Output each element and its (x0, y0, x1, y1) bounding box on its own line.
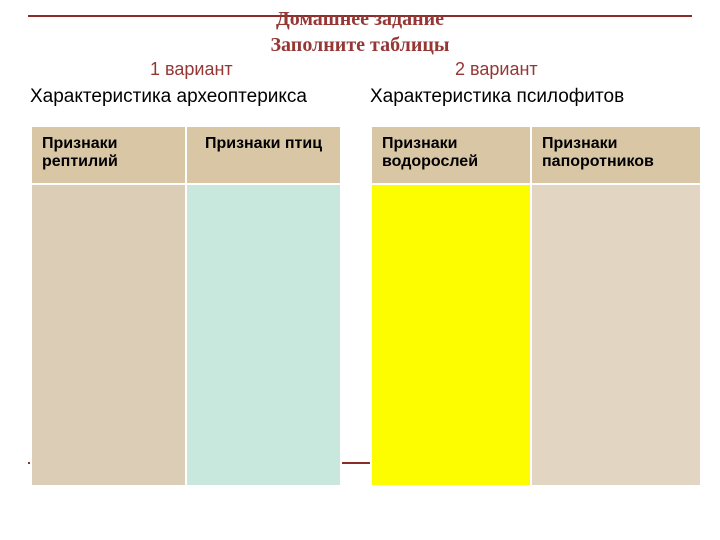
variant-2-label: 2 вариант (455, 59, 538, 80)
variant-1-label: 1 вариант (150, 59, 233, 80)
col-header-reptiles: Признаки рептилий (31, 126, 186, 184)
title-block: Домашнее задание Заполните таблицы (0, 6, 720, 58)
col-header-birds: Признаки птиц (186, 126, 341, 184)
table-row (371, 184, 701, 486)
cell-ferns (531, 184, 701, 486)
subtitle-2: Характеристика псилофитов (370, 86, 624, 108)
subtitle-1: Характеристика археоптерикса (30, 86, 307, 108)
title-line-1: Домашнее задание (0, 6, 720, 32)
table-archaeopteryx: Признаки рептилий Признаки птиц (30, 125, 342, 487)
title-line-2: Заполните таблицы (0, 32, 720, 58)
cell-algae (371, 184, 531, 486)
col-header-ferns: Признаки папоротников (531, 126, 701, 184)
table-psilophytes: Признаки водорослей Признаки папоротнико… (370, 125, 702, 487)
table-row: Признаки водорослей Признаки папоротнико… (371, 126, 701, 184)
col-header-algae: Признаки водорослей (371, 126, 531, 184)
table-row: Признаки рептилий Признаки птиц (31, 126, 341, 184)
cell-reptiles (31, 184, 186, 486)
cell-birds (186, 184, 341, 486)
table-row (31, 184, 341, 486)
